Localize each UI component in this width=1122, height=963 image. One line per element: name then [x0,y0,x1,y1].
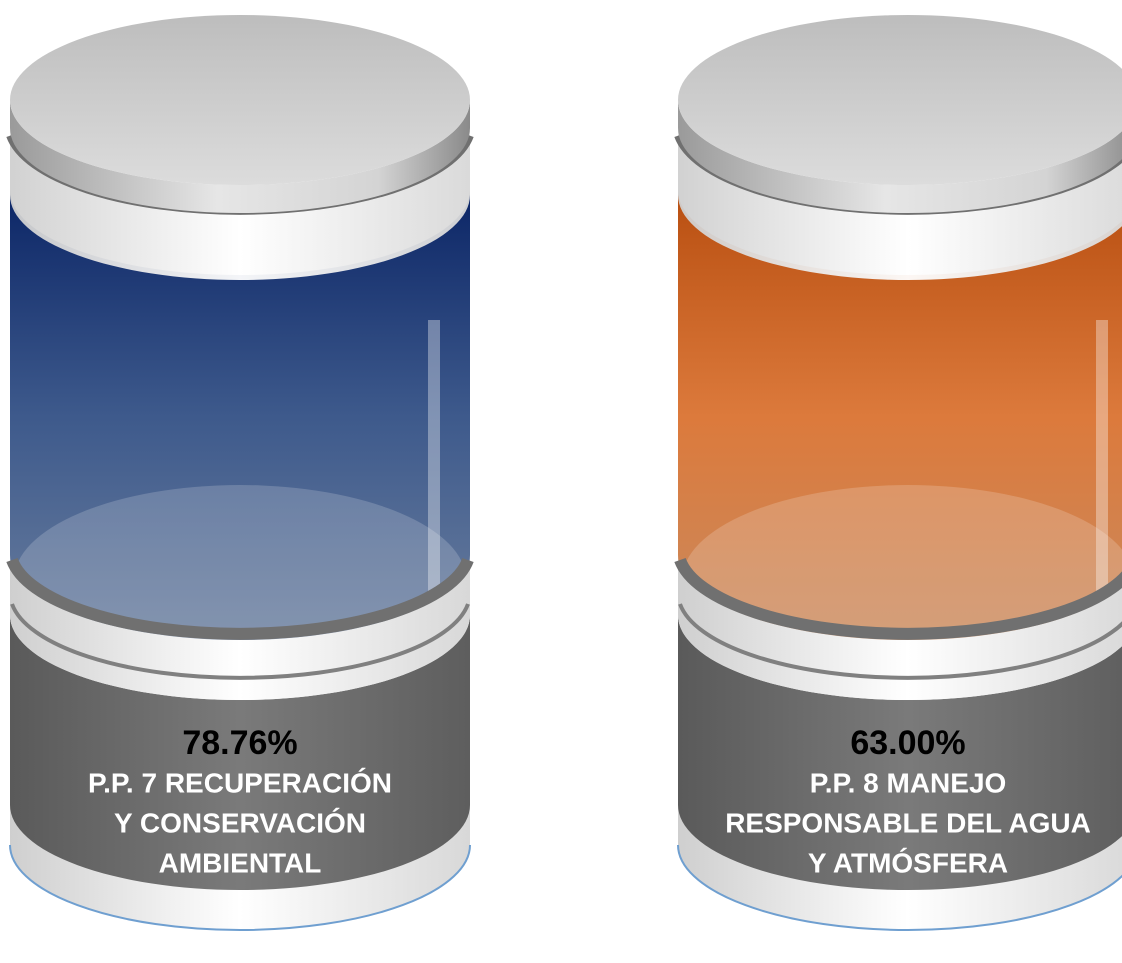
gauge-label: P.P. 8 MANEJO [810,767,1007,798]
liquid [10,190,470,645]
ring [10,603,470,680]
ring [678,603,1122,680]
upper-band [678,130,1122,280]
liquid [678,190,1122,645]
ring [674,557,1122,640]
glass-highlight [1096,320,1108,640]
base-edge [9,844,471,931]
cylinder-base [10,800,470,930]
lower-band [10,555,470,700]
label-band [10,615,470,890]
gauge-label: RESPONSABLE DEL AGUA [725,807,1091,838]
lid-top [10,15,470,185]
lid-top [678,15,1122,185]
lid-side [10,100,470,213]
gauge-label: P.P. 7 RECUPERACIÓN [88,767,392,798]
gauge-value: 78.76% [182,724,297,762]
ring [6,557,474,640]
gauge-value: 63.00% [850,724,965,762]
lid-side [678,100,1122,213]
upper-band [10,130,470,280]
glass-highlight [428,320,440,640]
label-band [678,615,1122,890]
gauge-label: AMBIENTAL [159,847,322,878]
gauge-label: Y CONSERVACIÓN [114,807,366,838]
base-edge [677,844,1122,931]
gauge-label: Y ATMÓSFERA [808,847,1008,878]
cylinder-base [678,800,1122,930]
